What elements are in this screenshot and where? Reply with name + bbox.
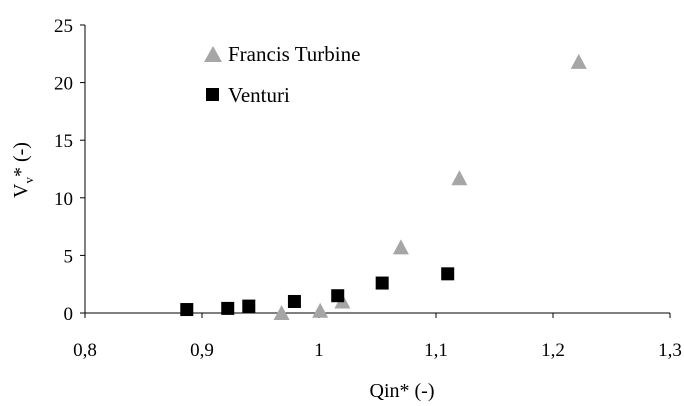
legend-square-marker [206, 88, 219, 101]
legend: Francis Turbine Venturi [204, 42, 360, 107]
francis-turbine-point [570, 53, 587, 69]
y-axis-label-main: V [10, 183, 32, 198]
x-tick-label: 1,1 [424, 340, 448, 361]
legend-item-venturi: Venturi [206, 83, 290, 107]
legend-label-venturi: Venturi [228, 83, 290, 107]
venturi-point [221, 301, 235, 315]
francis-turbine-point [451, 170, 468, 186]
y-axis-ticks: 0 5 10 15 20 25 [54, 16, 85, 325]
y-tick-label: 25 [54, 16, 73, 37]
data-points [180, 53, 587, 320]
venturi-point [331, 289, 345, 303]
x-tick-label: 1,2 [541, 340, 565, 361]
y-tick-label: 10 [54, 189, 73, 210]
x-axis-label: Qin* (-) [370, 380, 435, 402]
y-tick-label: 5 [64, 246, 74, 267]
y-axis-label: Vv* (-) [10, 142, 36, 198]
x-tick-label: 0,9 [190, 340, 214, 361]
x-tick-label: 0,8 [73, 340, 97, 361]
y-tick-label: 0 [64, 304, 74, 325]
y-tick-label: 20 [54, 74, 73, 95]
francis-turbine-point [392, 239, 409, 255]
venturi-point [375, 276, 389, 290]
x-tick-label: 1,3 [658, 340, 682, 361]
venturi-point [441, 267, 455, 281]
venturi-point [242, 299, 256, 313]
legend-item-francis-turbine: Francis Turbine [204, 42, 360, 66]
y-axis-label-subscript: v [21, 177, 36, 184]
x-tick-label: 1 [314, 340, 324, 361]
y-tick-label: 15 [54, 131, 73, 152]
venturi-point [180, 303, 194, 317]
legend-triangle-marker [204, 46, 222, 62]
legend-label-francis-turbine: Francis Turbine [228, 42, 360, 66]
venturi-point [287, 294, 301, 308]
francis-turbine-point [273, 305, 290, 320]
y-axis-label-rest: * (-) [10, 142, 32, 177]
francis-turbine-point [312, 302, 329, 318]
x-axis-ticks: 0,8 0,9 1 1,1 1,2 1,3 [73, 313, 682, 361]
